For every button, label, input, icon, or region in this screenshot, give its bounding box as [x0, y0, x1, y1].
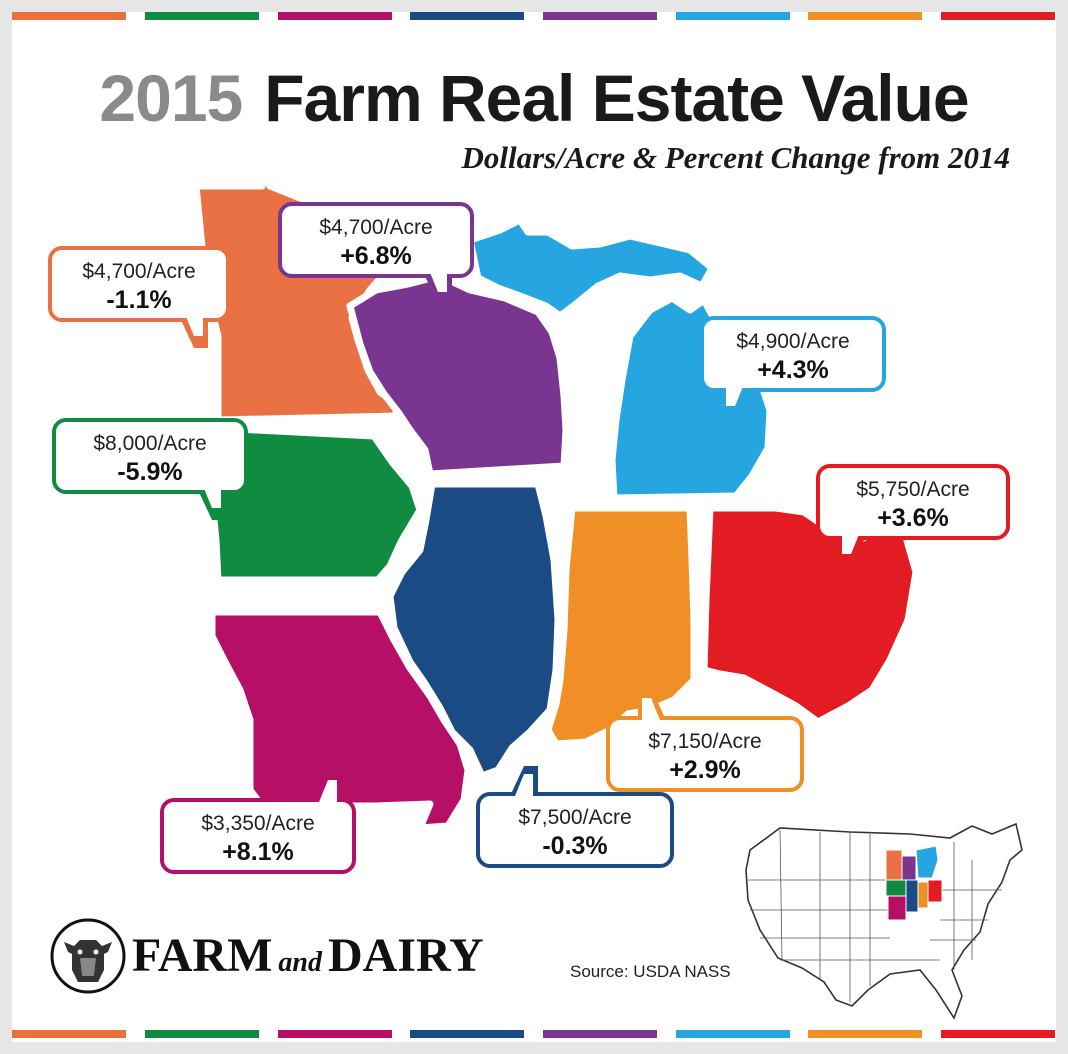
callout-missouri: $3,350/Acre +8.1% — [160, 772, 356, 874]
farm-and-dairy-logo: FARM and DAIRY — [50, 918, 484, 999]
source-note: Source: USDA NASS — [570, 962, 731, 981]
stripe — [410, 12, 524, 20]
stripe — [12, 12, 126, 20]
callout-price: $3,350/Acre — [201, 812, 315, 835]
stripe — [543, 12, 657, 20]
callout-change: -1.1% — [106, 286, 172, 314]
stripe — [676, 1030, 790, 1038]
callout-price: $5,750/Acre — [856, 478, 970, 501]
page-title: 2015 Farm Real Estate Value — [0, 60, 1068, 136]
callout-pointer — [510, 766, 538, 796]
callout-change: +6.8% — [340, 242, 412, 270]
callout-price: $4,700/Acre — [82, 260, 196, 283]
callout-ohio: $5,750/Acre +3.6% — [816, 464, 1010, 566]
callout-minnesota: $4,700/Acre -1.1% — [48, 246, 230, 348]
stripe — [410, 1030, 524, 1038]
stripe — [808, 1030, 922, 1038]
stripe — [278, 12, 392, 20]
callout-michigan: $4,900/Acre +4.3% — [700, 316, 886, 418]
stripe — [676, 12, 790, 20]
callout-price: $4,700/Acre — [319, 216, 433, 239]
callout-pointer — [638, 690, 666, 720]
inset-highlighted-states — [885, 845, 943, 921]
callout-pointer — [424, 270, 452, 304]
brand-and: and — [278, 947, 322, 978]
stripe — [941, 12, 1055, 20]
us-inset-map — [745, 822, 1023, 1020]
state-michigan-upper — [466, 216, 716, 320]
callout-pointer — [314, 772, 342, 802]
title-text: Farm Real Estate Value — [264, 61, 969, 135]
callout-iowa: $8,000/Acre -5.9% — [52, 418, 248, 520]
callout-pointer — [838, 532, 866, 566]
top-color-stripes — [0, 12, 1068, 20]
brand-farm: FARM — [132, 929, 273, 982]
callout-change: -5.9% — [117, 458, 183, 486]
inset-state-lines — [748, 829, 1002, 1002]
stripe — [12, 1030, 126, 1038]
state-ohio — [700, 504, 920, 726]
callout-price: $7,150/Acre — [648, 730, 762, 753]
page-subtitle: Dollars/Acre & Percent Change from 2014 — [461, 140, 1010, 175]
callout-price: $8,000/Acre — [93, 432, 207, 455]
state-illinois — [386, 480, 562, 780]
stripe — [543, 1030, 657, 1038]
callout-change: +8.1% — [222, 838, 294, 866]
stripe — [278, 1030, 392, 1038]
callout-wisconsin: $4,700/Acre +6.8% — [278, 202, 474, 304]
callout-change: +2.9% — [669, 756, 741, 784]
callout-price: $7,500/Acre — [518, 806, 632, 829]
callout-pointer — [180, 314, 208, 348]
stripe — [941, 1030, 1055, 1038]
callout-illinois: $7,500/Acre -0.3% — [476, 766, 674, 868]
stripe — [808, 12, 922, 20]
callout-change: +4.3% — [757, 356, 829, 384]
state-missouri — [208, 608, 472, 832]
title-year: 2015 — [99, 61, 243, 135]
callout-pointer — [722, 384, 750, 418]
bottom-color-stripes — [0, 1030, 1068, 1038]
brand-dairy: DAIRY — [327, 929, 484, 982]
callout-indiana: $7,150/Acre +2.9% — [606, 690, 804, 792]
callout-change: +3.6% — [877, 504, 949, 532]
stripe — [145, 1030, 259, 1038]
us-outline — [745, 822, 1023, 1020]
stripe — [145, 12, 259, 20]
callout-price: $4,900/Acre — [736, 330, 850, 353]
brand-name: FARM and DAIRY — [132, 928, 484, 983]
state-indiana — [544, 504, 698, 748]
callout-pointer — [198, 486, 226, 520]
cow-head-icon — [50, 918, 126, 994]
callout-change: -0.3% — [542, 832, 608, 860]
